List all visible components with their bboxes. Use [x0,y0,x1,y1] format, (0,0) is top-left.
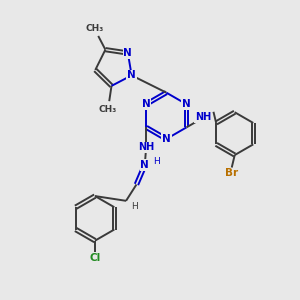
Text: N: N [127,70,136,80]
Text: H: H [153,157,160,166]
Text: N: N [162,134,171,144]
Text: N: N [124,48,132,58]
Text: NH: NH [138,142,154,152]
Text: Cl: Cl [89,253,100,263]
Text: Br: Br [225,169,238,178]
Text: N: N [182,99,191,109]
Text: N: N [142,99,151,109]
Text: CH₃: CH₃ [99,105,117,114]
Text: NH: NH [195,112,212,122]
Text: H: H [131,202,138,211]
Text: CH₃: CH₃ [85,24,103,33]
Text: N: N [140,160,149,170]
